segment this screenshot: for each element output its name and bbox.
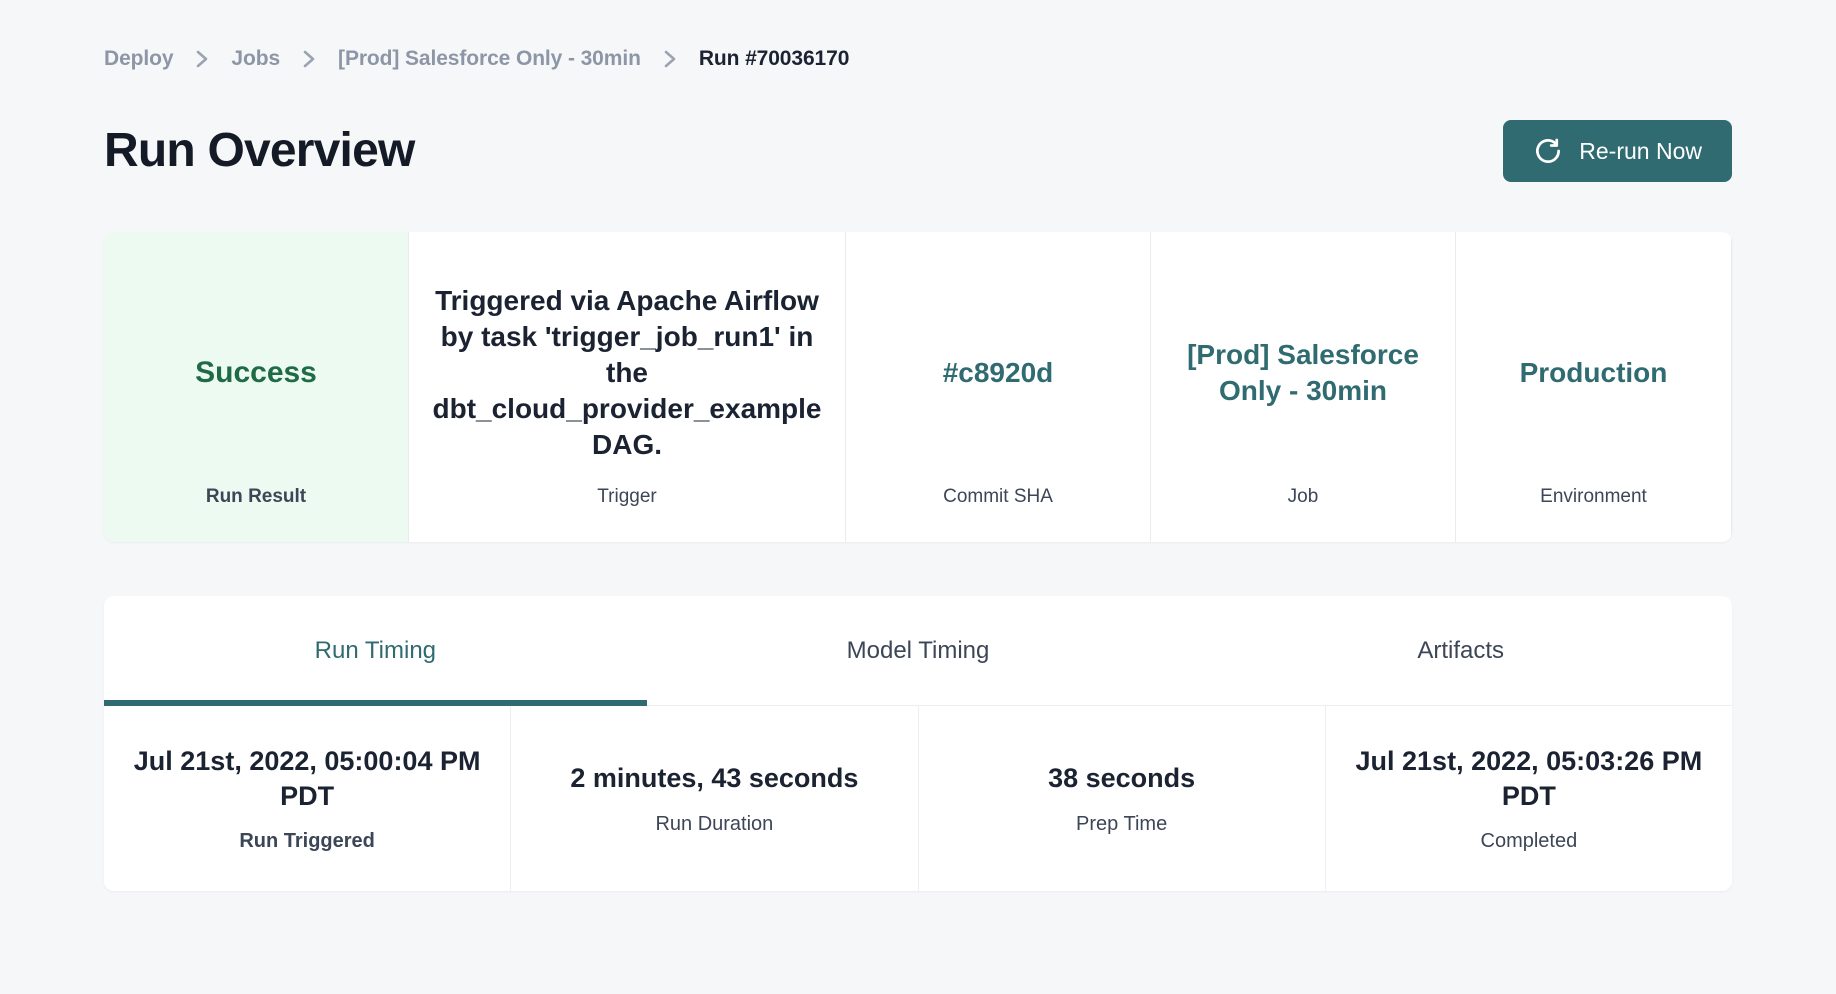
run-details-tabs: Run Timing Model Timing Artifacts bbox=[104, 596, 1732, 706]
summary-card-label-environment: Environment bbox=[1540, 486, 1647, 507]
summary-card-label-run-result: Run Result bbox=[205, 486, 307, 507]
run-summary-cards: Success Run Result Triggered via Apache … bbox=[104, 232, 1732, 542]
run-timing-strip: Jul 21st, 2022, 05:00:04 PM PDT Run Trig… bbox=[104, 706, 1732, 891]
refresh-clockwise-icon bbox=[1533, 136, 1563, 166]
rerun-now-button[interactable]: Re-run Now bbox=[1503, 120, 1732, 182]
chevron-right-icon bbox=[641, 47, 699, 71]
summary-card-label-commit-sha: Commit SHA bbox=[943, 486, 1053, 507]
breadcrumb-item-job[interactable]: [Prod] Salesforce Only - 30min bbox=[338, 47, 641, 70]
chevron-right-icon bbox=[173, 47, 231, 71]
page-header: Run Overview Re-run Now bbox=[104, 118, 1732, 184]
run-triggered-label: Run Triggered bbox=[239, 830, 375, 853]
timing-cell-run-duration: 2 minutes, 43 seconds Run Duration bbox=[511, 706, 919, 891]
run-details-panel: Run Timing Model Timing Artifacts Jul 21… bbox=[104, 596, 1732, 891]
completed-label: Completed bbox=[1480, 830, 1578, 853]
status-badge: Success bbox=[195, 355, 317, 389]
environment-link[interactable]: Production bbox=[1519, 357, 1668, 389]
breadcrumb-item-jobs[interactable]: Jobs bbox=[231, 47, 281, 70]
summary-card-label-job: Job bbox=[1287, 486, 1319, 507]
completed-value: Jul 21st, 2022, 05:03:26 PM PDT bbox=[1355, 745, 1703, 811]
breadcrumb-item-run: Run #70036170 bbox=[698, 47, 850, 70]
tab-run-timing[interactable]: Run Timing bbox=[104, 596, 647, 706]
run-duration-label: Run Duration bbox=[655, 812, 774, 835]
prep-time-value: 38 seconds bbox=[1048, 763, 1196, 794]
commit-sha-link[interactable]: #c8920d bbox=[942, 357, 1054, 389]
timing-cell-prep-time: 38 seconds Prep Time bbox=[919, 706, 1326, 891]
page-title: Run Overview bbox=[104, 124, 415, 177]
summary-card-label-trigger: Trigger bbox=[597, 486, 657, 507]
breadcrumb-item-deploy[interactable]: Deploy bbox=[104, 47, 174, 70]
run-triggered-value: Jul 21st, 2022, 05:00:04 PM PDT bbox=[133, 745, 481, 811]
tab-artifacts[interactable]: Artifacts bbox=[1189, 596, 1732, 705]
timing-cell-run-triggered: Jul 21st, 2022, 05:00:04 PM PDT Run Trig… bbox=[104, 706, 512, 891]
prep-time-label: Prep Time bbox=[1076, 812, 1168, 835]
chevron-right-icon bbox=[280, 47, 338, 71]
summary-card-trigger: Triggered via Apache Airflow by task 'tr… bbox=[409, 232, 846, 542]
summary-card-run-result: Success Run Result bbox=[104, 232, 409, 542]
rerun-now-label: Re-run Now bbox=[1579, 137, 1702, 164]
summary-card-commit-sha: #c8920d Commit SHA bbox=[846, 232, 1151, 542]
summary-card-environment: Production Environment bbox=[1456, 232, 1732, 542]
run-duration-value: 2 minutes, 43 seconds bbox=[570, 763, 859, 794]
job-link[interactable]: [Prod] Salesforce Only - 30min bbox=[1187, 339, 1419, 406]
summary-card-job: [Prod] Salesforce Only - 30min Job bbox=[1151, 232, 1456, 542]
timing-cell-completed: Jul 21st, 2022, 05:03:26 PM PDT Complete… bbox=[1326, 706, 1732, 891]
breadcrumb: Deploy Jobs [Prod] Salesforce Only - 30m… bbox=[104, 0, 1732, 70]
trigger-description: Triggered via Apache Airflow by task 'tr… bbox=[432, 285, 822, 460]
tab-model-timing[interactable]: Model Timing bbox=[647, 596, 1190, 705]
